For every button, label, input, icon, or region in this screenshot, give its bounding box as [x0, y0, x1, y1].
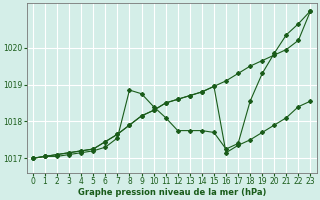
X-axis label: Graphe pression niveau de la mer (hPa): Graphe pression niveau de la mer (hPa): [77, 188, 266, 197]
